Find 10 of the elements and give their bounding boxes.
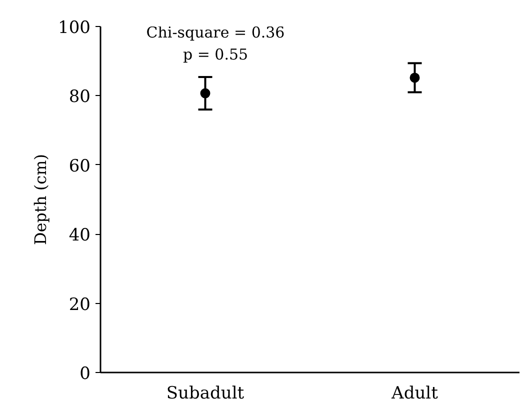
y-tick-label: 80 <box>68 87 91 108</box>
y-tick-label: 20 <box>68 294 91 315</box>
annotation: p = 0.55 <box>182 46 248 64</box>
y-axis-title: Depth (cm) <box>31 154 50 245</box>
x-tick-label: Adult <box>390 384 438 404</box>
y-tick-label: 100 <box>58 18 91 38</box>
y-tick-label: 0 <box>80 364 91 384</box>
x-tick-label: Subadult <box>166 384 244 404</box>
y-tick-label: 40 <box>68 226 91 246</box>
y-tick-label: 60 <box>68 156 91 176</box>
